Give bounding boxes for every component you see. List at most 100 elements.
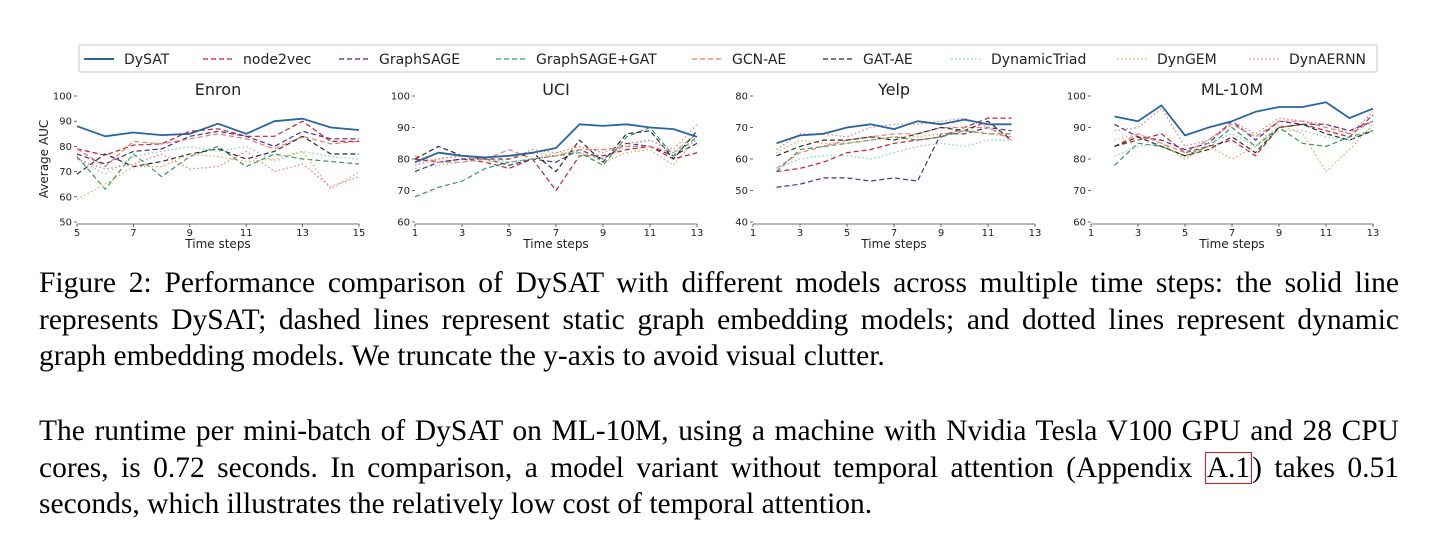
series-line-dynamictriad [776,139,1012,169]
legend: DySAT node2vec GraphSAGE GraphSAGE+GAT GCN-A… [78,44,1378,73]
chart-enron: Enron 50 60 70 80 90 100 5 7 9 11 13 15 Time steps Ave… [37,80,365,251]
x-tick-label: 5 [844,228,850,239]
y-tick-label: 50 [735,186,748,197]
x-axis-label: Time steps [184,237,250,251]
y-tick-label: 80 [397,155,410,166]
legend-box [78,44,1378,73]
y-tick-label: 60 [735,155,748,166]
x-tick-label: 1 [750,228,756,239]
series-line-gcn-ae [1114,120,1374,154]
x-axis-label: Time steps [522,237,588,251]
x-tick-label: 9 [938,228,944,239]
series-line-graphsage [76,130,359,165]
y-tick-label: 70 [735,123,748,134]
series-line-gcn-ae [414,133,698,163]
legend-entry: DynGEM [1117,52,1217,68]
series-line-gat-ae [1114,123,1374,157]
x-tick-label: 5 [1182,228,1188,239]
figure-caption: Figure 2: Performance comparison of DySA… [39,267,1399,372]
y-tick-label: 50 [59,218,72,229]
y-tick-label: 90 [397,123,410,134]
chart-title: UCI [542,80,570,99]
series-line-node2vec [76,120,359,156]
x-tick-label: 13 [1367,228,1380,239]
figure-svg: DySAT node2vec GraphSAGE GraphSAGE+GAT GCN-A… [37,44,1379,251]
series-line-graphsage-gat [76,145,360,190]
legend-label: GraphSAGE+GAT [536,52,657,68]
series-line-dyngem [414,136,698,166]
legend-label: node2vec [243,52,311,68]
series-line-dynaernn [776,117,1012,151]
chart-title: Yelp [877,80,910,99]
legend-entry: GraphSAGE+GAT [496,52,657,68]
x-tick-label: 1 [1088,228,1094,239]
x-axis-label: Time steps [860,237,926,251]
x-tick-label: 11 [644,228,657,239]
y-tick-label: 90 [59,117,72,128]
x-tick-label: 7 [130,228,136,239]
paragraph-text-before: The runtime per mini-batch of DySAT on M… [39,415,1399,484]
x-tick-label: 9 [600,228,606,239]
series-line-dysat [414,123,698,164]
x-tick-label: 13 [1029,228,1042,239]
y-tick-label: 70 [397,186,410,197]
x-tick-label: 3 [1135,228,1141,239]
x-axis-label: Time steps [1198,237,1264,251]
series-line-gat-ae [776,120,1012,157]
y-tick-label: 100 [53,92,72,103]
y-tick-label: 90 [1073,123,1086,134]
series-line-gat-ae [414,130,698,173]
legend-label: GAT-AE [863,52,913,68]
y-axis-label: Average AUC [37,120,51,198]
x-tick-label: 9 [187,228,193,239]
series-line-dyngem [1114,123,1374,173]
x-tick-label: 3 [797,228,803,239]
legend-entry: DynamicTriad [951,52,1086,68]
x-tick-label: 5 [506,228,512,239]
y-tick-label: 100 [1067,92,1086,103]
legend-entry: GraphSAGE [339,52,460,68]
series-line-graphsage-gat [776,130,1012,173]
x-tick-label: 13 [296,228,309,239]
series-line-dyngem [776,130,1012,154]
x-tick-label: 11 [982,228,995,239]
body-paragraph: The runtime per mini-batch of DySAT on M… [39,413,1399,523]
legend-entry: DySAT [84,52,170,68]
y-tick-label: 100 [391,92,410,103]
paragraph-text-after: ) takes 0.51 seconds, which illustrates … [39,451,1400,521]
series-line-dynamictriad [1114,126,1374,160]
figure-2: DySAT node2vec GraphSAGE GraphSAGE+GAT GCN-A… [0,0,1435,262]
x-tick-label: 7 [1229,228,1235,239]
series-line-dynaernn [76,150,360,188]
series-line-gcn-ae [76,133,360,168]
x-tick-label: 1 [412,228,418,239]
series-line-dynamictriad [414,139,698,169]
legend-entry: GCN-AE [692,52,786,68]
legend-label: DynAERNN [1289,52,1366,68]
series-line-node2vec [1114,114,1374,157]
legend-entry: GAT-AE [823,52,913,68]
series-line-dyngem [76,150,360,200]
chart-title: Enron [195,80,241,99]
x-tick-label: 7 [891,228,897,239]
legend-entry: DynAERNN [1249,52,1366,68]
legend-label: DynamicTriad [991,52,1086,68]
chart-title: ML-10M [1201,80,1263,99]
appendix-reference-link[interactable]: A.1 [1204,451,1253,484]
series-line-dysat [76,117,360,138]
y-tick-label: 70 [59,167,72,178]
series-line-graphsage-gat [1114,126,1374,166]
y-tick-label: 60 [397,218,410,229]
y-tick-label: 70 [1073,186,1086,197]
series-line-gat-ae [76,135,359,175]
x-tick-label: 7 [553,228,559,239]
y-tick-label: 40 [735,218,748,229]
x-tick-label: 3 [459,228,465,239]
legend-label: GCN-AE [732,52,786,68]
x-tick-label: 5 [74,228,80,239]
x-tick-label: 11 [240,228,253,239]
legend-label: DynGEM [1157,52,1217,68]
